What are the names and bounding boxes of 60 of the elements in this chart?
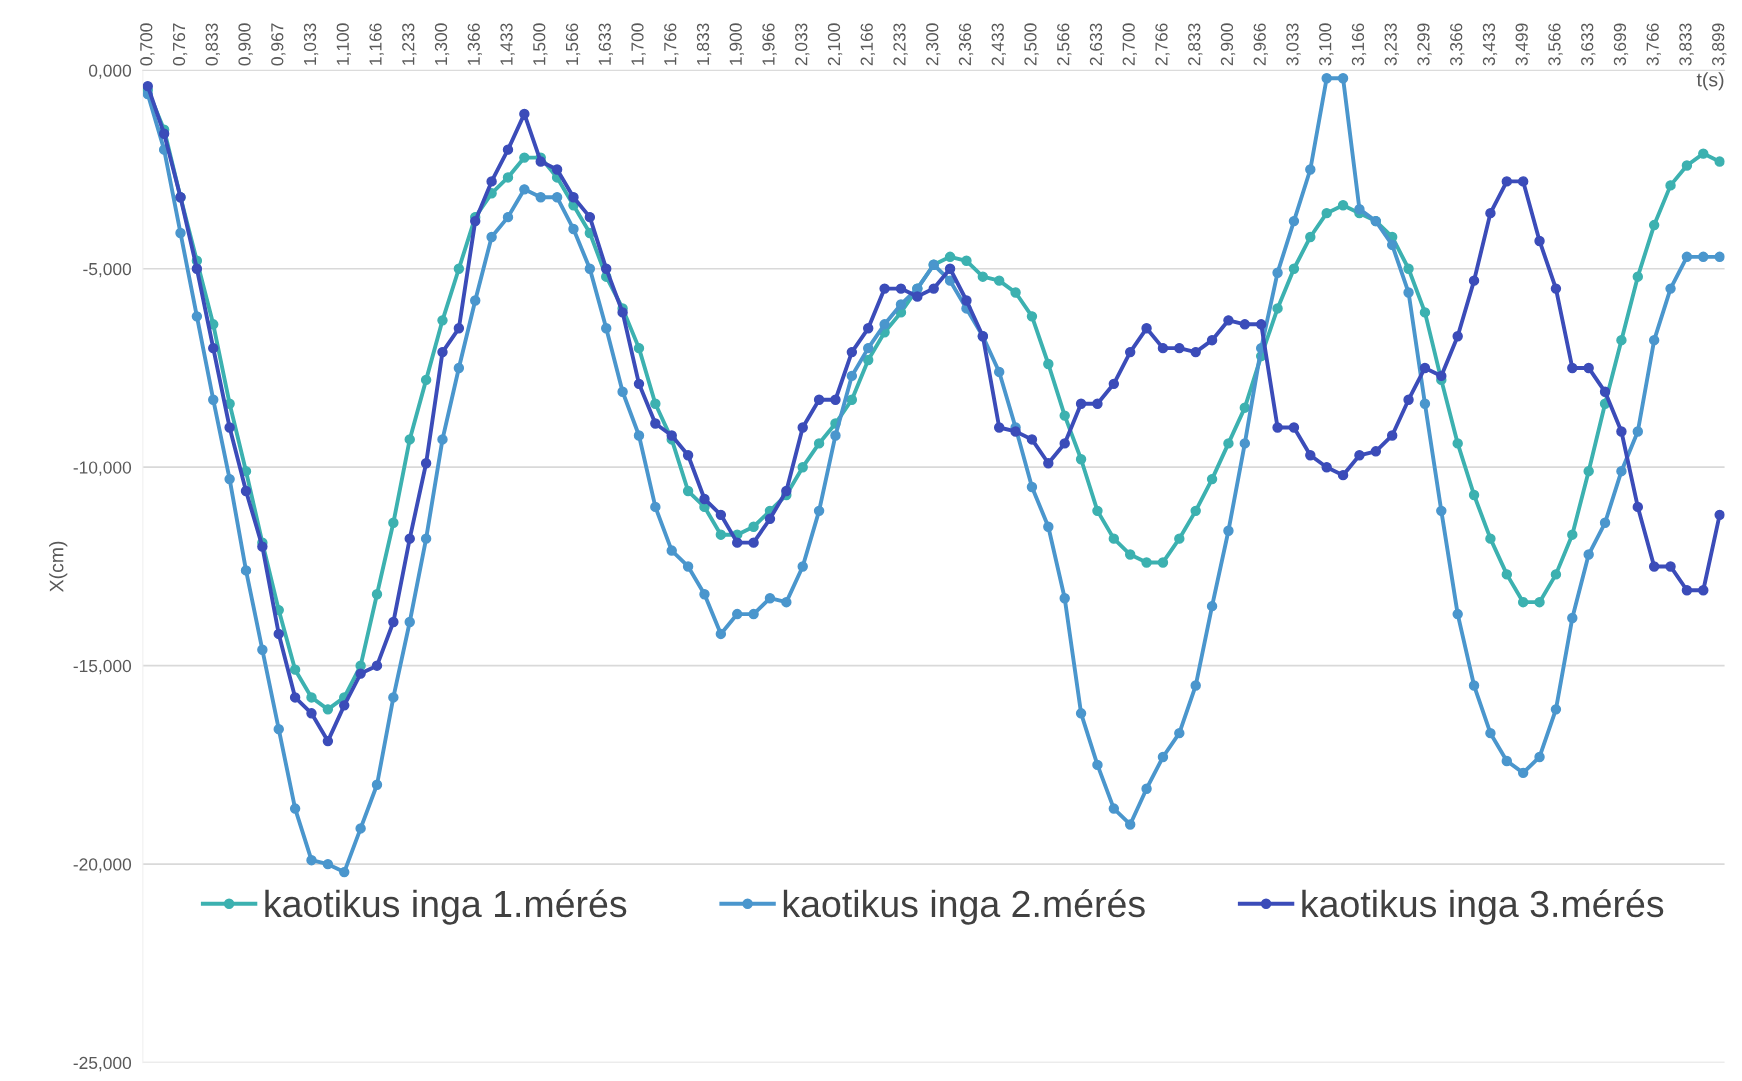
x-tick-label: 3,299 xyxy=(1417,23,1432,66)
x-tick-label: 3,899 xyxy=(1712,23,1727,66)
x-tick-label: 0,700 xyxy=(140,23,155,66)
x-tick-label: 0,767 xyxy=(172,23,188,66)
x-tick-label: 0,833 xyxy=(205,23,220,66)
x-tick-label: 2,833 xyxy=(1188,23,1203,66)
x-tick-label: 2,966 xyxy=(1253,23,1268,66)
x-tick-label: 2,633 xyxy=(1089,23,1105,66)
x-tick-label: 3,166 xyxy=(1351,23,1367,66)
x-tick-label: 1,700 xyxy=(631,23,646,65)
x-tick-label: 2,433 xyxy=(991,23,1006,66)
x-tick-label: 1,033 xyxy=(303,23,319,65)
x-tick-label: 2,366 xyxy=(958,23,974,66)
x-tick-label: 1,633 xyxy=(598,23,613,65)
y-tick-label: -15,000 xyxy=(73,659,132,675)
y-tick-label: -25,000 xyxy=(73,1056,132,1072)
x-tick-label: 1,366 xyxy=(467,23,482,65)
x-tick-label: 1,500 xyxy=(533,23,548,65)
x-tick-label: 1,900 xyxy=(729,23,744,65)
x-tick-label: 3,566 xyxy=(1548,23,1563,66)
x-tick-label: 2,100 xyxy=(827,23,843,66)
y-tick-label: -5,000 xyxy=(83,262,132,278)
x-tick-label: 1,100 xyxy=(336,23,351,65)
x-tick-label: 3,499 xyxy=(1515,23,1530,66)
x-tick-label: 2,766 xyxy=(1155,23,1170,66)
x-tick-label: 3,433 xyxy=(1482,23,1498,66)
y-tick-label: -10,000 xyxy=(73,461,132,476)
x-tick-label: 2,300 xyxy=(926,23,941,66)
x-tick-label: 2,166 xyxy=(860,23,875,66)
x-tick-label: 1,166 xyxy=(369,23,384,65)
x-tick-label: 3,033 xyxy=(1286,23,1301,66)
x-tick-label: 3,100 xyxy=(1319,23,1334,66)
x-tick-label: 2,500 xyxy=(1024,23,1039,66)
x-tick-label: 0,967 xyxy=(271,23,286,66)
x-tick-label: 0,900 xyxy=(238,23,253,66)
x-tick-label: 1,966 xyxy=(762,23,777,65)
x-tick-label: 1,566 xyxy=(565,23,581,65)
x-axis-title: t(s) xyxy=(1696,72,1724,91)
x-tick-label: 3,766 xyxy=(1646,23,1661,66)
y-axis-title: X(cm) xyxy=(49,541,68,592)
legend-label: kaotikus inga 2.mérés xyxy=(783,889,1145,925)
x-tick-label: 2,700 xyxy=(1122,23,1137,66)
y-tick-label: -20,000 xyxy=(73,858,132,873)
x-tick-label: 1,766 xyxy=(664,23,679,65)
x-tick-label: 3,699 xyxy=(1613,23,1629,66)
x-tick-label: 2,033 xyxy=(795,23,810,66)
x-tick-label: 3,633 xyxy=(1581,23,1596,66)
x-tick-label: 2,233 xyxy=(893,23,908,66)
x-tick-label: 1,300 xyxy=(434,23,450,65)
x-tick-label: 1,233 xyxy=(402,23,417,65)
y-tick-label: 0,000 xyxy=(88,64,132,79)
legend-label: kaotikus inga 3.mérés xyxy=(1302,889,1664,925)
x-tick-label: 3,366 xyxy=(1450,23,1465,66)
x-tick-label: 2,900 xyxy=(1220,23,1236,66)
x-tick-label: 3,833 xyxy=(1679,23,1694,66)
x-tick-label: 2,566 xyxy=(1057,23,1072,66)
x-tick-label: 3,233 xyxy=(1384,23,1399,66)
legend-label: kaotikus inga 1.mérés xyxy=(265,889,627,925)
x-tick-label: 1,833 xyxy=(696,23,712,65)
x-tick-label: 1,433 xyxy=(500,23,515,65)
